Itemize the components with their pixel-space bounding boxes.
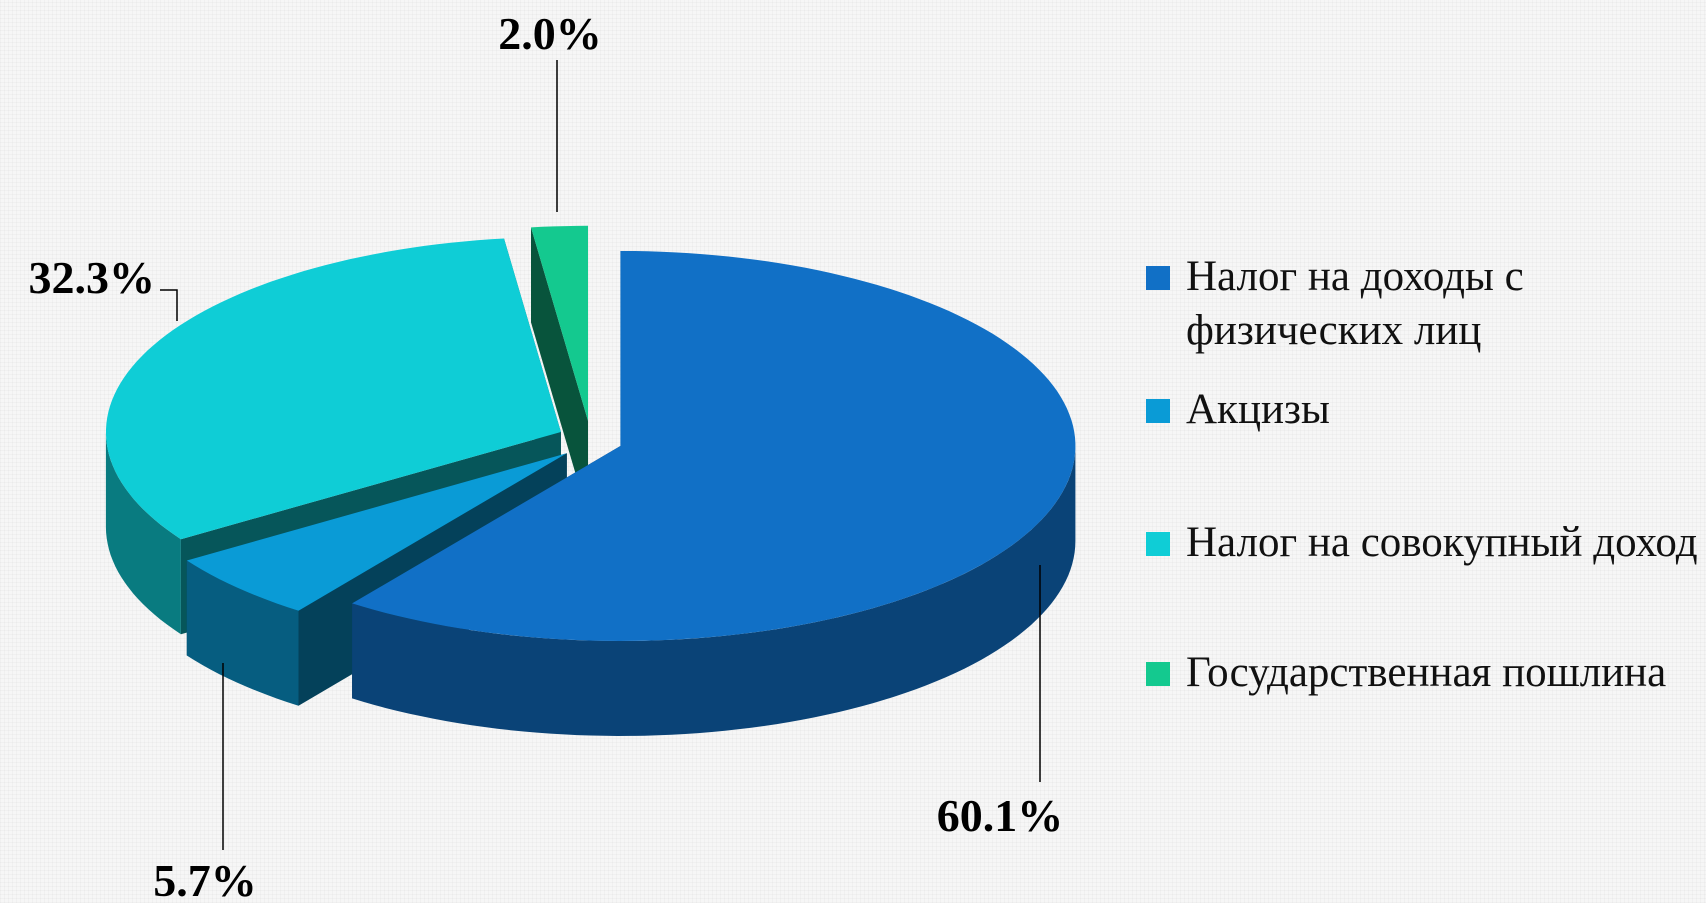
data-label: 5.7% [153,855,257,903]
leader-line [160,289,178,321]
slice-side [352,446,1076,736]
data-label: 32.3% [29,252,156,303]
legend-swatch [1146,266,1170,290]
legend-swatch [1146,399,1170,423]
slice [106,238,561,540]
legend-item: Налог на совокупный доход [1146,516,1701,570]
data-label: 2.0% [498,8,602,59]
slice-side [186,560,299,706]
legend-label: Налог на доходы с физических лиц [1186,253,1524,354]
slice [186,453,567,611]
legend-label: Государственная пошлина [1186,649,1667,696]
legend-item: Налог на доходы с физических лиц [1146,250,1701,358]
slice [531,225,588,421]
legend-swatch [1146,532,1170,556]
legend-item: Акцизы [1146,383,1701,437]
legend-label: Налог на совокупный доход [1186,519,1698,566]
legend-item: Государственная пошлина [1146,646,1701,700]
slice-side [105,432,181,635]
slice-side [531,227,588,516]
legend-label: Акцизы [1186,386,1330,433]
data-label: 60.1% [937,790,1064,841]
slice [352,251,1076,641]
legend-swatch [1146,662,1170,686]
